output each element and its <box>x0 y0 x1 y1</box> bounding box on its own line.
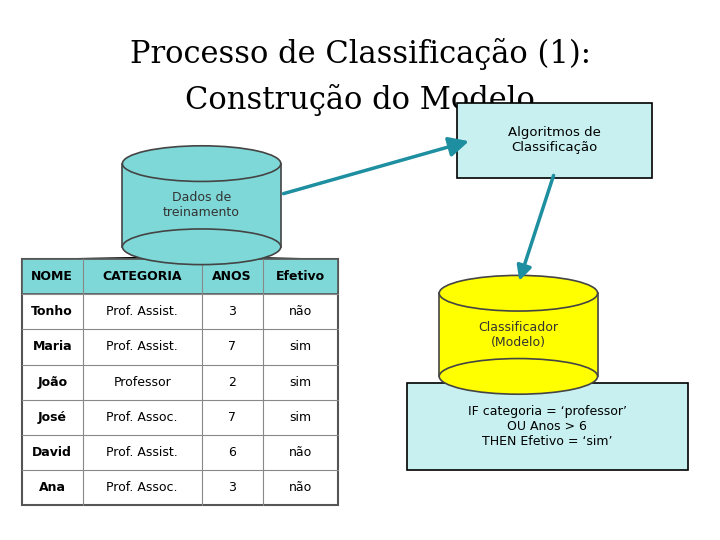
Ellipse shape <box>439 275 598 311</box>
Text: sim: sim <box>289 410 312 424</box>
FancyBboxPatch shape <box>439 293 598 376</box>
Text: 2: 2 <box>228 375 236 389</box>
Text: Prof. Assoc.: Prof. Assoc. <box>107 481 178 494</box>
Text: Dados de
treinamento: Dados de treinamento <box>163 191 240 219</box>
Ellipse shape <box>122 146 281 181</box>
FancyBboxPatch shape <box>122 164 281 247</box>
Ellipse shape <box>439 359 598 394</box>
Text: não: não <box>289 305 312 319</box>
Text: Prof. Assist.: Prof. Assist. <box>107 305 178 319</box>
Text: sim: sim <box>289 340 312 354</box>
FancyBboxPatch shape <box>22 259 338 505</box>
Text: Classificador
(Modelo): Classificador (Modelo) <box>478 321 559 349</box>
Text: Processo de Classificação (1):: Processo de Classificação (1): <box>130 38 590 70</box>
Text: Efetivo: Efetivo <box>276 270 325 284</box>
Text: ANOS: ANOS <box>212 270 252 284</box>
Text: 6: 6 <box>228 446 236 459</box>
Text: 7: 7 <box>228 340 236 354</box>
FancyBboxPatch shape <box>407 383 688 470</box>
Text: João: João <box>37 375 67 389</box>
Text: David: David <box>32 446 72 459</box>
Text: Prof. Assist.: Prof. Assist. <box>107 340 178 354</box>
Text: Maria: Maria <box>32 340 72 354</box>
Text: 3: 3 <box>228 481 236 494</box>
Text: 7: 7 <box>228 410 236 424</box>
Text: Professor: Professor <box>113 375 171 389</box>
Ellipse shape <box>122 229 281 265</box>
Text: IF categoria = ‘professor’
OU Anos > 6
THEN Efetivo = ‘sim’: IF categoria = ‘professor’ OU Anos > 6 T… <box>468 405 626 448</box>
Text: não: não <box>289 481 312 494</box>
Text: Prof. Assist.: Prof. Assist. <box>107 446 178 459</box>
Text: José: José <box>37 410 67 424</box>
Text: NOME: NOME <box>31 270 73 284</box>
Text: 3: 3 <box>228 305 236 319</box>
Text: Prof. Assoc.: Prof. Assoc. <box>107 410 178 424</box>
FancyBboxPatch shape <box>22 259 338 294</box>
Text: sim: sim <box>289 375 312 389</box>
FancyBboxPatch shape <box>457 103 652 178</box>
Text: Construção do Modelo: Construção do Modelo <box>185 84 535 116</box>
Text: Ana: Ana <box>39 481 66 494</box>
Text: CATEGORIA: CATEGORIA <box>102 270 182 284</box>
Text: não: não <box>289 446 312 459</box>
Text: Tonho: Tonho <box>32 305 73 319</box>
Text: Algoritmos de
Classificação: Algoritmos de Classificação <box>508 126 600 154</box>
